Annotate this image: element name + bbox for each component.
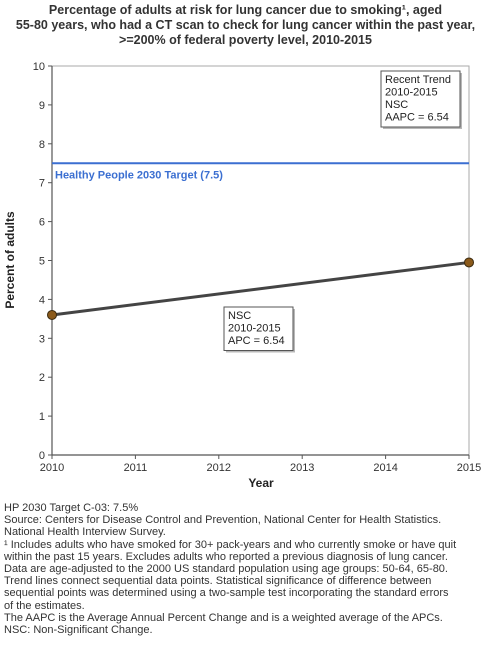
trend-line xyxy=(51,260,470,317)
y-axis-title: Percent of adults xyxy=(3,211,17,309)
trend-annotation-box-line: AAPC = 6.54 xyxy=(385,112,449,124)
chart-title-line: Percentage of adults at risk for lung ca… xyxy=(48,3,443,17)
target-line-group: Healthy People 2030 Target (7.5) xyxy=(52,162,469,181)
footnote-line: NSC: Non-Significant Change. xyxy=(4,624,153,637)
x-tick-label: 2010 xyxy=(40,462,64,474)
trend-annotation-box-frame xyxy=(380,70,461,128)
footnote-line: of the estimates. xyxy=(4,599,85,612)
y-tick-label: 9 xyxy=(39,100,45,112)
footnote-line: Trend lines connect sequential data poin… xyxy=(4,575,432,588)
y-tick-label: 5 xyxy=(39,256,45,268)
y-tick-label: 6 xyxy=(39,217,45,229)
trend-annotation-box-line: Recent Trend xyxy=(385,74,451,86)
x-tick-label: 2015 xyxy=(457,462,481,474)
y-axis: 0 1 2 3 4 5 6 7 8 9 10 xyxy=(33,61,52,462)
y-tick-label: 8 xyxy=(39,139,45,151)
footnote-line: National Health Interview Survey. xyxy=(4,526,166,539)
x-tick-label: 2011 xyxy=(124,462,148,474)
footnotes: HP 2030 Target C-03: 7.5% Source: Center… xyxy=(4,502,488,636)
x-axis-title: Year xyxy=(248,476,274,490)
y-tick-label: 4 xyxy=(39,294,45,306)
chart-title: Percentage of adults at risk for lung ca… xyxy=(0,3,491,48)
y-tick-label: 7 xyxy=(39,178,45,190)
footnote-line: Source: Centers for Disease Control and … xyxy=(4,514,442,527)
chart-canvas: 0 1 2 3 4 5 6 7 8 9 10 2010 2011 2012 2013 2014 2015 He… xyxy=(3,61,481,490)
y-tick-label: 10 xyxy=(33,61,45,73)
footnote-line: The AAPC is the Average Annual Percent C… xyxy=(4,611,443,624)
footnote-line: sequential points was determined using a… xyxy=(4,587,449,600)
y-tick-label: 0 xyxy=(39,450,45,462)
segment-annotation-box-frame xyxy=(223,306,294,351)
y-tick-label: 2 xyxy=(39,372,45,384)
segment-annotation-box-line: 2010-2015 xyxy=(228,323,281,335)
trend-annotation-box-line: 2010-2015 xyxy=(385,87,438,99)
target-label: Healthy People 2030 Target (7.5) xyxy=(55,169,223,181)
footnote-line: ¹ Includes adults who have smoked for 30… xyxy=(4,538,457,551)
segment-annotation-box-line: NSC xyxy=(228,310,251,322)
footnote-line: within the past 15 years. Excludes adult… xyxy=(4,550,448,563)
x-tick-label: 2014 xyxy=(373,462,397,474)
x-tick-label: 2012 xyxy=(207,462,231,474)
footnote-line: HP 2030 Target C-03: 7.5% xyxy=(4,502,139,514)
x-axis: 2010 2011 2012 2013 2014 2015 xyxy=(40,455,481,474)
data-point xyxy=(47,309,57,320)
footnote-line: Data are age-adjusted to the 2000 US sta… xyxy=(4,563,448,576)
y-tick-label: 3 xyxy=(39,333,45,345)
segment-annotation-box-line: APC = 6.54 xyxy=(228,335,285,347)
trend-annotation-box-line: NSC xyxy=(385,99,408,111)
data-point xyxy=(464,257,474,268)
series-group xyxy=(47,257,474,320)
chart-title-line: 55-80 years, who had a CT scan to check … xyxy=(15,18,476,32)
y-tick-label: 1 xyxy=(39,411,45,423)
chart-title-line: >=200% of federal poverty level, 2010-20… xyxy=(119,33,372,47)
x-tick-label: 2013 xyxy=(290,462,314,474)
